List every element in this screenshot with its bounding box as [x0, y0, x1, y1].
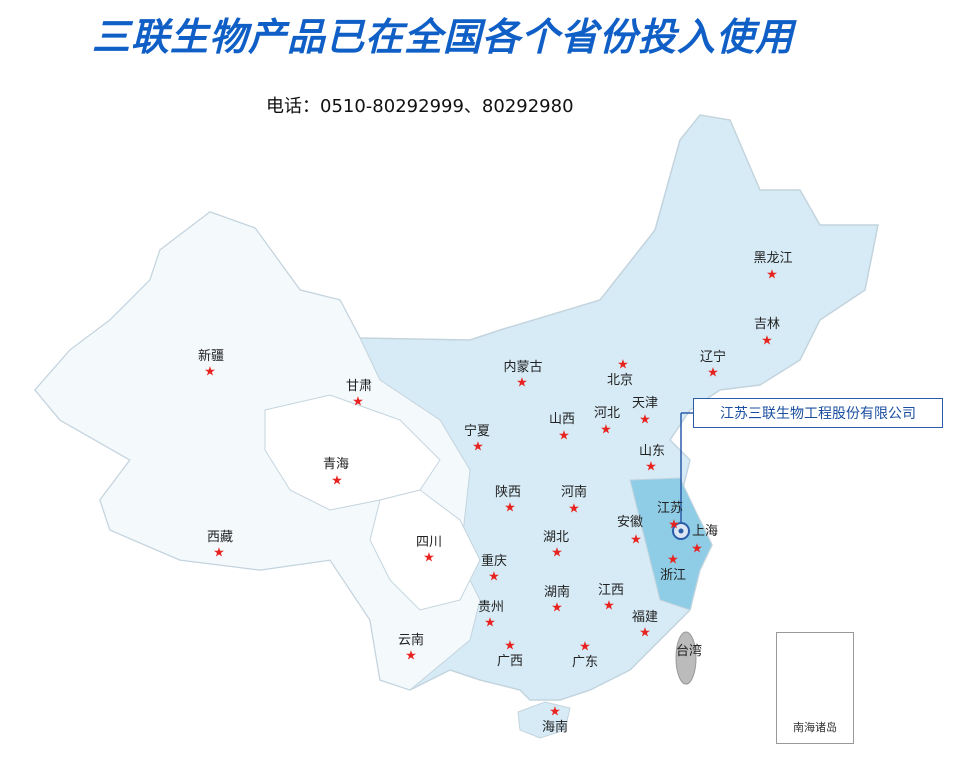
star-icon: ★: [630, 532, 642, 548]
star-icon: ★: [667, 552, 679, 568]
star-icon: ★: [766, 267, 778, 283]
star-icon: ★: [549, 704, 561, 720]
province-label: 甘肃: [345, 379, 373, 394]
province-label: 江西: [597, 583, 625, 598]
inset-label: 南海诸岛: [793, 721, 837, 734]
star-icon: ★: [668, 517, 680, 533]
star-icon: ★: [213, 545, 225, 561]
star-icon: ★: [645, 459, 657, 475]
star-icon: ★: [204, 364, 216, 380]
province-label: 宁夏: [463, 424, 491, 439]
province-label: 上海: [691, 524, 719, 539]
province-label: 台湾: [675, 644, 703, 659]
province-label: 广西: [496, 654, 524, 669]
star-icon: ★: [551, 545, 563, 561]
star-icon: ★: [551, 600, 563, 616]
company-location-dot: [678, 528, 684, 534]
star-icon: ★: [603, 598, 615, 614]
star-icon: ★: [405, 648, 417, 664]
jiangsu-zhejiang-region: [629, 477, 713, 611]
province-label: 河南: [560, 485, 588, 500]
star-icon: ★: [617, 357, 629, 373]
province-label: 浙江: [659, 568, 687, 583]
province-label: 四川: [415, 535, 443, 550]
province-label: 辽宁: [699, 350, 727, 365]
province-label: 内蒙古: [503, 360, 543, 375]
star-icon: ★: [639, 412, 651, 428]
star-icon: ★: [472, 439, 484, 455]
province-label: 山西: [548, 412, 576, 427]
star-icon: ★: [484, 615, 496, 631]
province-label: 贵州: [477, 600, 505, 615]
province-label: 河北: [593, 406, 621, 421]
taiwan-island: [675, 631, 697, 685]
star-icon: ★: [568, 501, 580, 517]
star-icon: ★: [761, 333, 773, 349]
province-label: 新疆: [197, 349, 225, 364]
star-icon: ★: [600, 422, 612, 438]
sichuan-region: [369, 489, 481, 611]
province-label: 福建: [631, 610, 659, 625]
star-icon: ★: [331, 473, 343, 489]
province-label: 黑龙江: [753, 251, 793, 266]
province-label: 广东: [571, 655, 599, 670]
star-icon: ★: [691, 541, 703, 557]
star-icon: ★: [516, 375, 528, 391]
star-icon: ★: [352, 394, 364, 410]
star-icon: ★: [504, 638, 516, 654]
south-china-sea-inset: 南海诸岛: [776, 632, 854, 744]
province-label: 海南: [541, 720, 569, 735]
hainan-island: [517, 701, 571, 739]
province-label: 西藏: [206, 530, 234, 545]
province-label: 山东: [638, 444, 666, 459]
province-label: 天津: [631, 396, 659, 411]
star-icon: ★: [639, 625, 651, 641]
western-region: [34, 211, 481, 691]
province-label: 陕西: [494, 485, 522, 500]
phone-number: 电话：0510-80292999、80292980: [266, 96, 574, 117]
star-icon: ★: [558, 428, 570, 444]
province-label: 江苏: [656, 501, 684, 516]
province-label: 湖北: [542, 530, 570, 545]
province-label: 重庆: [480, 554, 508, 569]
star-icon: ★: [488, 569, 500, 585]
province-label: 湖南: [543, 585, 571, 600]
star-icon: ★: [423, 550, 435, 566]
star-icon: ★: [707, 365, 719, 381]
company-callout[interactable]: 江苏三联生物工程股份有限公司: [693, 398, 943, 428]
star-icon: ★: [504, 500, 516, 516]
star-icon: ★: [579, 639, 591, 655]
page-title: 三联生物产品已在全国各个省份投入使用: [92, 15, 795, 59]
province-label: 北京: [606, 373, 634, 388]
province-label: 青海: [322, 457, 350, 472]
province-label: 吉林: [753, 317, 781, 332]
province-label: 云南: [397, 633, 425, 648]
province-label: 安徽: [616, 515, 644, 530]
